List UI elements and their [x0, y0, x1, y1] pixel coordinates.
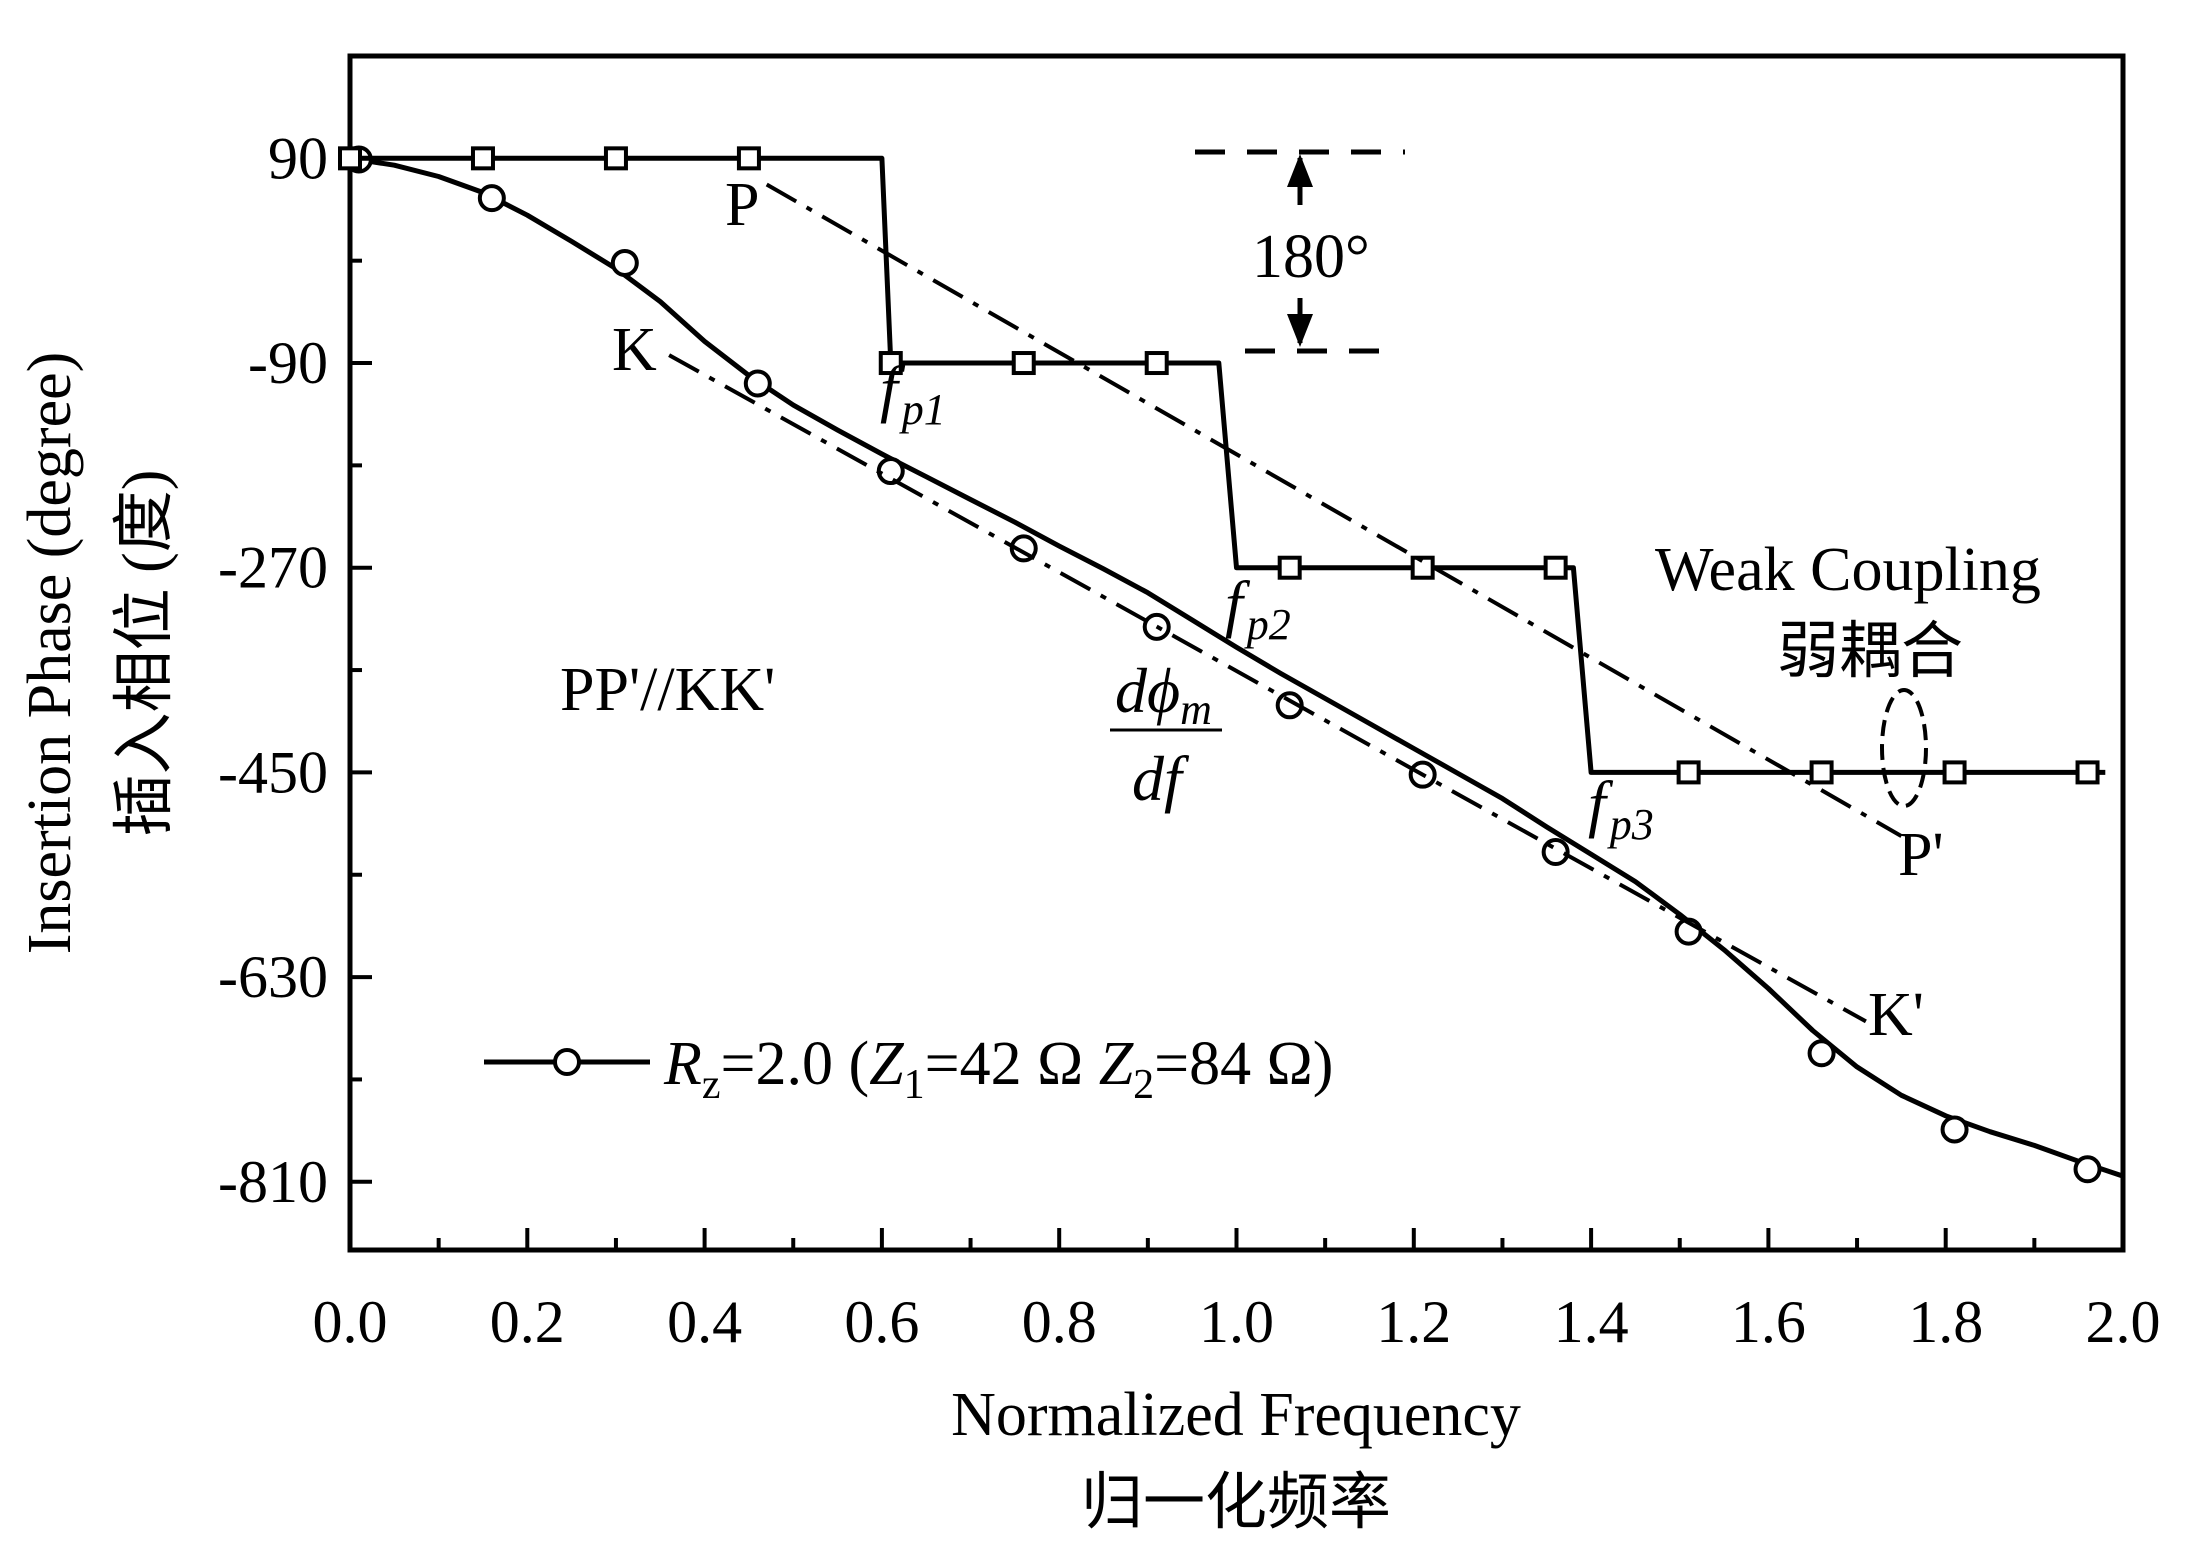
x-tick-label: 1.6: [1731, 1289, 1806, 1355]
square-marker: [1543, 555, 1568, 580]
square-marker: [1144, 351, 1169, 376]
deriv-numerator: dϕm: [1115, 655, 1212, 734]
circle-marker: [876, 457, 905, 486]
square-marker: [1011, 351, 1036, 376]
x-axis-ticks: [348, 1228, 2125, 1250]
tangent-line-KK: [668, 353, 1867, 1024]
label-P-prime: P': [1898, 821, 1944, 889]
step-label: 180°: [1252, 223, 1370, 291]
tangent-line-PP: [765, 182, 1903, 838]
x-tick-label: 1.2: [1376, 1289, 1451, 1355]
y-tick-label: 90: [268, 125, 328, 191]
legend: Rz=2.0 (Z1=42 Ω Z2=84 Ω): [484, 1030, 1333, 1108]
y-tick-label: -450: [218, 739, 328, 805]
phase-step-curve: [350, 155, 2106, 775]
circle-marker: [477, 184, 506, 213]
square-marker: [878, 351, 903, 376]
label-P: P: [725, 171, 759, 239]
y-axis-tick-labels: 90 -90 -270 -450 -630 -810: [218, 125, 328, 1214]
circle-marker: [1940, 1115, 1969, 1144]
circle-marker: [610, 248, 639, 277]
square-marker: [338, 146, 362, 171]
label-fp2: fp2: [1225, 568, 1291, 649]
square-marker: [1277, 555, 1302, 580]
circle-marker: [1541, 838, 1570, 866]
x-axis-tick-labels: 0.0 0.2 0.4 0.6 0.8 1.0 1.2 1.4 1.6 1.8 2.0: [313, 1289, 2161, 1355]
label-fp1: fp1: [880, 353, 946, 434]
label-fp3: fp3: [1588, 768, 1654, 849]
x-axis-title-cn: 归一化频率: [1081, 1469, 1391, 1537]
y-axis-ticks: [350, 156, 372, 1184]
x-tick-label: 0.2: [490, 1289, 565, 1355]
circle-marker: [1807, 1039, 1836, 1068]
step-arrow-head-down: [1287, 314, 1313, 347]
step-arrow-head-up: [1287, 154, 1313, 187]
square-marker: [1809, 760, 1834, 785]
weak-coupling-label-cn: 弱耦合: [1777, 618, 1963, 686]
x-tick-label: 0.4: [667, 1289, 742, 1355]
legend-marker: [553, 1048, 581, 1076]
square-marker: [1942, 760, 1967, 785]
y-axis-title: Insertion Phase (degree): [16, 352, 84, 955]
x-tick-label: 0.6: [844, 1289, 919, 1355]
y-tick-label: -270: [218, 535, 328, 601]
square-marker: [1410, 555, 1435, 580]
y-tick-label: -90: [248, 330, 328, 396]
legend-entry: Rz=2.0 (Z1=42 Ω Z2=84 Ω): [663, 1030, 1333, 1108]
square-marker: [736, 146, 761, 171]
x-tick-label: 1.8: [1908, 1289, 1983, 1355]
x-axis-title: Normalized Frequency: [951, 1381, 1521, 1449]
square-marker: [603, 146, 628, 171]
y-tick-label: -810: [218, 1149, 328, 1215]
square-marker: [1676, 760, 1701, 785]
x-tick-label: 1.4: [1554, 1289, 1629, 1355]
weak-coupling-ellipse: [1880, 688, 1928, 808]
y-axis-title-cn: 插入相位 (度): [111, 470, 179, 837]
circle-marker: [2073, 1155, 2102, 1184]
x-tick-label: 0.8: [1022, 1289, 1097, 1355]
circle-marker: [743, 369, 772, 398]
label-K: K: [612, 316, 657, 384]
x-tick-label: 2.0: [2086, 1289, 2161, 1355]
label-K-prime: K': [1868, 981, 1924, 1049]
square-marker: [470, 146, 495, 171]
weak-coupling-label: Weak Coupling: [1655, 536, 2041, 604]
label-parallel: PP'//KK': [560, 656, 775, 724]
square-marker: [2075, 760, 2100, 785]
deriv-denominator: df: [1132, 743, 1190, 814]
series-layer: [338, 145, 2124, 1184]
y-tick-label: -630: [218, 944, 328, 1010]
x-tick-label: 1.0: [1199, 1289, 1274, 1355]
x-tick-label: 0.0: [313, 1289, 388, 1355]
